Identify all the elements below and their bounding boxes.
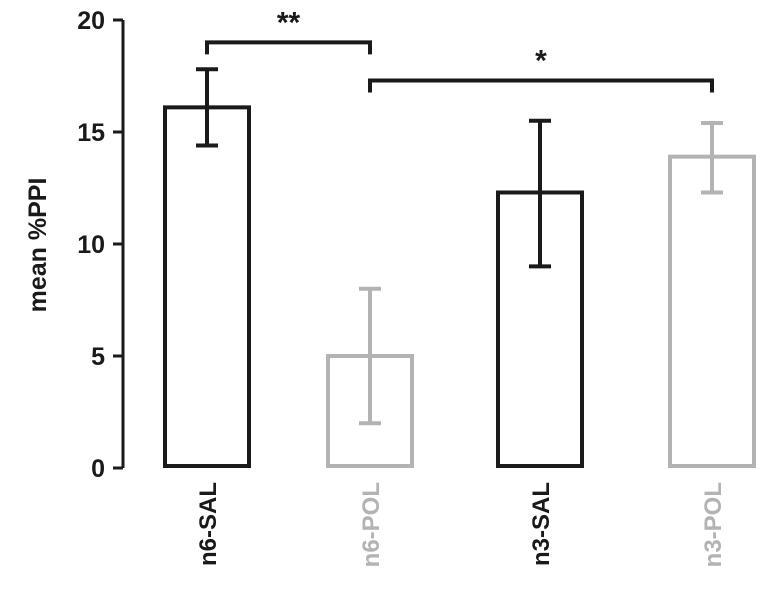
category-label-n3-sal: n3-SAL	[528, 482, 555, 566]
y-tick-label: 15	[77, 119, 105, 147]
y-axis: 0 5 10 15 20	[77, 7, 125, 483]
category-labels: n6-SAL n6-POL n3-SAL n3-POL	[195, 482, 727, 567]
significance-brackets: ***	[205, 6, 714, 93]
error-bars	[196, 67, 723, 426]
significance-label: **	[277, 6, 301, 39]
y-tick-label: 20	[77, 7, 105, 35]
category-label-n6-pol: n6-POL	[358, 482, 385, 567]
category-label-n6-sal: n6-SAL	[195, 482, 222, 566]
bar-n3-pol	[668, 154, 756, 468]
y-tick-label: 5	[91, 343, 105, 371]
bar-n6-sal	[163, 105, 251, 469]
y-tick-label: 10	[77, 231, 105, 259]
significance-label: *	[535, 44, 547, 77]
significance-bracket	[368, 78, 714, 93]
bars	[163, 105, 756, 469]
significance-bracket	[205, 40, 372, 55]
y-tick-label: 0	[91, 455, 105, 483]
y-axis-label: mean %PPI	[24, 178, 52, 313]
category-label-n3-pol: n3-POL	[700, 482, 727, 567]
